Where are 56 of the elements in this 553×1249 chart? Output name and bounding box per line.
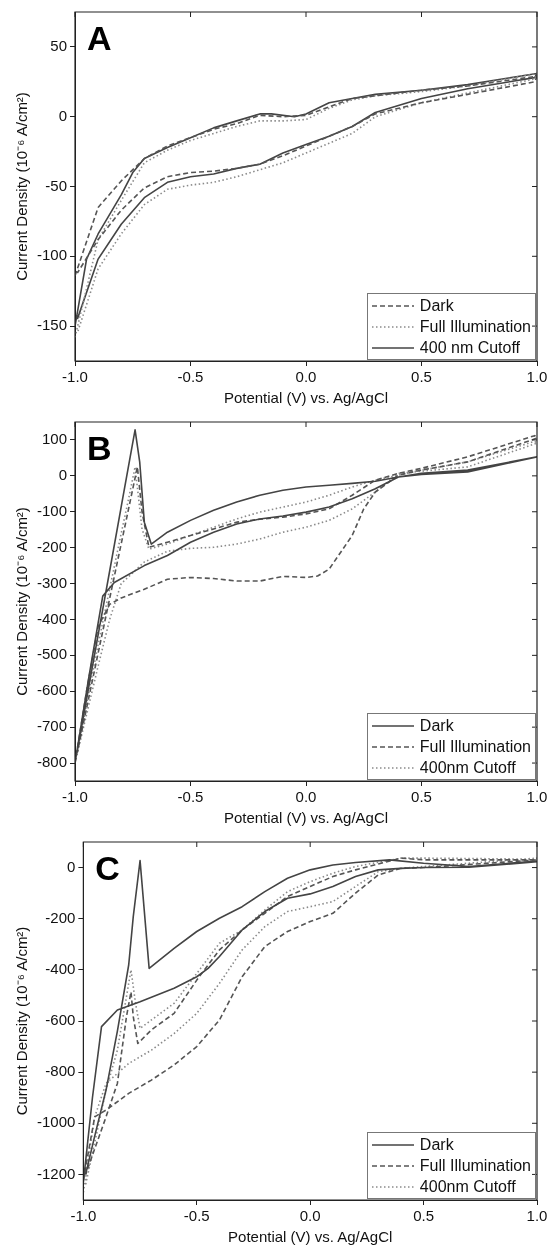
y-axis-title: Current Density (10⁻⁶ A/cm²)	[13, 507, 31, 696]
y-tick-label: -800	[45, 1062, 76, 1080]
y-tick-label: -800	[36, 753, 68, 771]
y-tick-label: -400	[45, 960, 76, 977]
y-tick-label: -1200	[36, 1164, 76, 1182]
line-series	[75, 75, 537, 277]
y-axis-title: Current Density (10⁻⁶ A/cm²)	[13, 926, 31, 1116]
legend-label: Dark	[419, 296, 454, 315]
x-tick-label: -1.0	[62, 368, 88, 386]
x-tick-label: -1.0	[70, 1207, 97, 1225]
y-tick-label: 0	[58, 106, 68, 124]
x-tick-label: 0.5	[411, 368, 432, 386]
y-tick-label: -600	[36, 681, 68, 699]
y-tick-label: 100	[41, 430, 68, 448]
x-tick-label: 0.5	[413, 1207, 435, 1225]
y-tick-label: -500	[36, 645, 68, 663]
y-tick-label: -200	[36, 537, 68, 555]
y-tick-label: 0	[58, 465, 68, 483]
y-tick-label: -400	[36, 609, 68, 627]
x-tick-label: 0.0	[295, 368, 317, 386]
x-axis-title: Potential (V) vs. Ag/AgCl	[223, 809, 389, 827]
x-axis-title: Potential (V) vs. Ag/AgCl	[223, 389, 389, 407]
legend-label: Full Illumination	[419, 317, 531, 336]
y-tick-label: 50	[50, 37, 68, 55]
x-tick-label: 0.5	[411, 788, 432, 806]
y-axis-title: Current Density (10⁻⁶ A/cm²)	[13, 92, 31, 281]
x-axis-title: Potential (V) vs. Ag/AgCl	[228, 1228, 393, 1246]
legend-label: 400nm Cutoff	[419, 758, 516, 777]
legend-label: Dark	[419, 1135, 454, 1154]
legend-label: Dark	[419, 716, 454, 735]
y-tick-label: 0	[67, 857, 76, 875]
x-tick-label: -0.5	[177, 788, 204, 806]
annotation: B	[87, 429, 112, 468]
legend-label: 400 nm Cutoff	[419, 338, 521, 357]
y-tick-label: -150	[36, 316, 68, 334]
y-tick-label: -100	[36, 246, 68, 264]
x-tick-label: 1.0	[526, 1207, 548, 1225]
x-tick-label: 0.0	[295, 788, 317, 806]
x-tick-label: 1.0	[526, 788, 548, 806]
y-tick-label: -1000	[36, 1113, 76, 1131]
annotation: C	[95, 849, 120, 888]
x-tick-label: 0.0	[299, 1207, 321, 1225]
x-tick-label: -0.5	[177, 368, 204, 386]
legend-label: Full Illumination	[419, 737, 531, 756]
y-tick-label: -600	[45, 1011, 76, 1029]
y-tick-label: -200	[45, 908, 76, 926]
x-tick-label: -1.0	[62, 788, 88, 806]
y-tick-label: -50	[45, 176, 68, 194]
y-tick-label: -300	[36, 573, 68, 591]
x-tick-label: -0.5	[183, 1207, 210, 1225]
x-tick-label: 1.0	[526, 368, 548, 386]
y-tick-label: -100	[36, 501, 68, 519]
annotation: A	[87, 19, 112, 58]
y-tick-label: -700	[36, 717, 68, 735]
legend-label: Full Illumination	[419, 1156, 531, 1175]
legend-label: 400nm Cutoff	[419, 1177, 516, 1196]
